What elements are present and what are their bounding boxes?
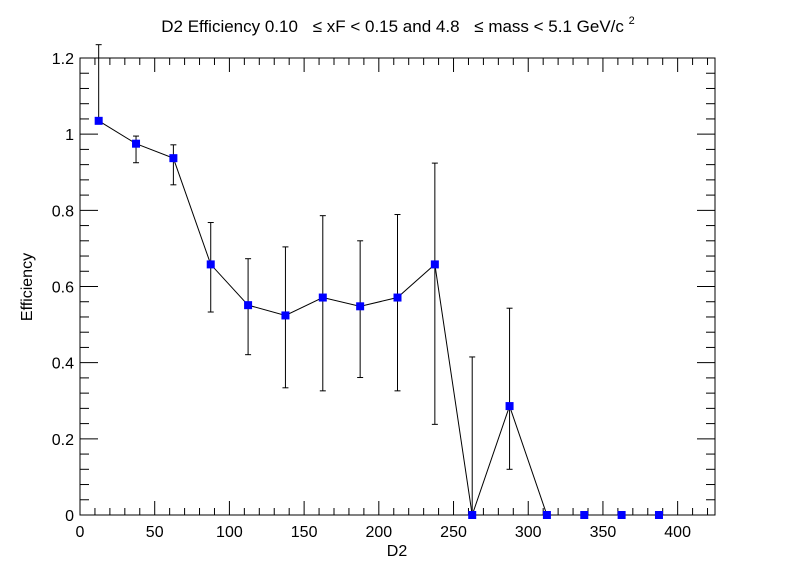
chart-title-mid2: ≤ mass < 5.1 GeV/c xyxy=(474,17,624,36)
data-point xyxy=(206,260,215,269)
series-line xyxy=(98,120,659,515)
data-point xyxy=(617,511,626,519)
data-point xyxy=(393,293,402,302)
y-tick-label: 1 xyxy=(65,127,74,144)
y-axis-tick-labels: 0 0.2 0.4 0.6 0.8 1 1.2 xyxy=(52,51,74,525)
data-point xyxy=(244,301,253,310)
x-tick-label: 200 xyxy=(365,524,392,541)
y-tick-label: 0.6 xyxy=(52,280,74,297)
x-axis-ticks xyxy=(79,58,709,515)
y-tick-label: 0.8 xyxy=(52,203,74,220)
x-axis-title: D2 xyxy=(387,543,408,560)
data-point xyxy=(542,511,551,519)
data-point xyxy=(505,402,514,411)
error-bars-group xyxy=(95,44,513,515)
chart-title: D2 Efficiency 0.10 ≤ xF < 0.15 and 4.8 ≤… xyxy=(161,15,635,36)
data-point xyxy=(430,260,439,269)
data-point xyxy=(132,139,141,148)
chart-title-sup: 2 xyxy=(629,15,635,27)
y-axis-ticks xyxy=(80,57,715,516)
x-tick-label: 300 xyxy=(515,524,542,541)
y-tick-label: 0.4 xyxy=(52,356,74,373)
series-line-group xyxy=(98,120,659,515)
data-point xyxy=(580,511,589,519)
x-tick-label: 0 xyxy=(76,524,85,541)
data-point xyxy=(356,302,365,311)
chart-title-lead: D2 Efficiency 0.10 xyxy=(161,17,298,36)
data-point xyxy=(94,116,103,125)
data-point xyxy=(318,293,327,302)
data-point xyxy=(468,511,477,519)
y-tick-label: 0 xyxy=(65,508,74,525)
x-axis-tick-labels: 0 50 100 150 200 250 300 350 400 xyxy=(76,524,692,541)
x-tick-label: 250 xyxy=(440,524,467,541)
x-tick-label: 400 xyxy=(664,524,691,541)
markers-group xyxy=(94,116,663,519)
x-tick-label: 350 xyxy=(590,524,617,541)
data-point xyxy=(281,311,290,320)
x-tick-label: 150 xyxy=(291,524,318,541)
x-tick-label: 100 xyxy=(216,524,243,541)
y-axis-title: Efficiency xyxy=(19,253,36,321)
data-point xyxy=(654,511,663,519)
y-tick-label: 0.2 xyxy=(52,432,74,449)
y-tick-label: 1.2 xyxy=(52,51,74,68)
data-point xyxy=(169,154,178,163)
chart-title-mid1: ≤ xF < 0.15 and 4.8 xyxy=(313,17,460,36)
x-tick-label: 50 xyxy=(146,524,164,541)
